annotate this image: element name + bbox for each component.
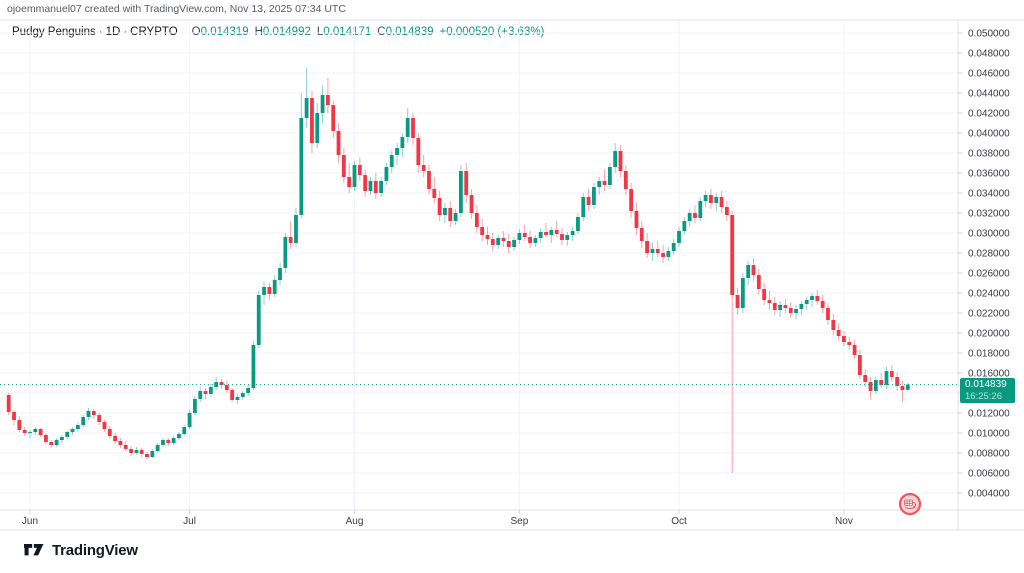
open-value: 0.014319 — [200, 26, 249, 38]
bar-countdown: 16:25:26 — [965, 390, 1002, 402]
svg-text:0.042000: 0.042000 — [968, 109, 1010, 120]
high-label: H — [254, 26, 263, 38]
svg-text:0.018000: 0.018000 — [968, 349, 1010, 360]
tradingview-logo-icon — [24, 543, 44, 556]
svg-text:0.028000: 0.028000 — [968, 249, 1010, 260]
close-label: C — [377, 26, 386, 38]
current-price-value: 0.014839 — [965, 379, 1007, 390]
candles-series — [6, 68, 910, 473]
svg-text:0.030000: 0.030000 — [968, 229, 1010, 240]
low-label: L — [316, 26, 324, 38]
open-label: O — [191, 26, 201, 38]
svg-text:0.008000: 0.008000 — [968, 449, 1010, 460]
attribution-text: ojoemmanuel07 created with TradingView.c… — [7, 3, 346, 15]
svg-text:Oct: Oct — [671, 516, 687, 527]
svg-text:Aug: Aug — [346, 516, 364, 527]
symbol-header: Pudgy Penguins · 1D · CRYPTO O0.014319 H0.0149… — [12, 26, 544, 38]
svg-text:0.024000: 0.024000 — [968, 289, 1010, 300]
high-value: 0.014992 — [262, 26, 311, 38]
gridlines — [0, 20, 958, 510]
svg-text:0.044000: 0.044000 — [968, 89, 1010, 100]
svg-text:0.050000: 0.050000 — [968, 29, 1010, 40]
close-value: 0.014839 — [385, 26, 434, 38]
svg-text:0.016000: 0.016000 — [968, 369, 1010, 380]
market-label: CRYPTO — [130, 26, 178, 38]
separator-dot: · — [123, 26, 128, 38]
svg-text:Sep: Sep — [511, 516, 529, 527]
low-value: 0.014171 — [323, 26, 372, 38]
svg-text:0.022000: 0.022000 — [968, 309, 1010, 320]
svg-text:Jun: Jun — [22, 516, 38, 527]
svg-text:Jul: Jul — [183, 516, 196, 527]
svg-text:0.048000: 0.048000 — [968, 49, 1010, 60]
symbol-title: Pudgy Penguins — [12, 26, 96, 38]
axes[interactable]: 0.050000 0.048000 0.046000 0.044000 0.042000… — [0, 19, 1024, 531]
svg-text:0.038000: 0.038000 — [968, 149, 1010, 160]
svg-text:0.040000: 0.040000 — [968, 129, 1010, 140]
svg-text:0.020000: 0.020000 — [968, 329, 1010, 340]
svg-text:0.012000: 0.012000 — [968, 409, 1010, 420]
svg-text:0.026000: 0.026000 — [968, 269, 1010, 280]
svg-text:0.010000: 0.010000 — [968, 429, 1010, 440]
interval-label: 1D — [105, 26, 121, 38]
svg-text:0.046000: 0.046000 — [968, 69, 1010, 80]
change-value: +0.000520 (+3.63%) — [439, 26, 545, 38]
current-price-label: 0.014839 16:25:26 — [960, 378, 1015, 403]
svg-text:0.004000: 0.004000 — [968, 489, 1010, 500]
ohlc-values: O0.014319 H0.014992 L0.014171 C0.014839 +0.0… — [186, 26, 545, 38]
svg-text:0.006000: 0.006000 — [968, 469, 1010, 480]
pudgy-penguins-logo-icon — [898, 492, 922, 516]
svg-text:Nov: Nov — [835, 516, 853, 527]
svg-text:0.034000: 0.034000 — [968, 189, 1010, 200]
tradingview-logo-text: TradingView — [52, 542, 138, 559]
svg-text:0.036000: 0.036000 — [968, 169, 1010, 180]
tradingview-logo[interactable]: TradingView — [24, 542, 138, 559]
svg-text:0.032000: 0.032000 — [968, 209, 1010, 220]
separator-dot: · — [98, 26, 103, 38]
